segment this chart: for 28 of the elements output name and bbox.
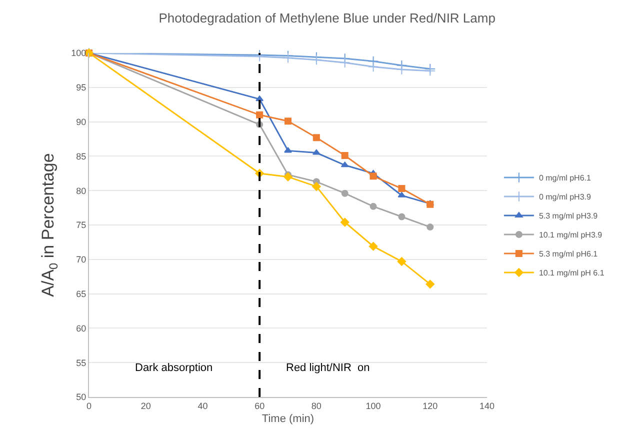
x-tick-label: 60 [254, 400, 265, 411]
legend-label: 0 mg/ml pH3.9 [538, 192, 592, 202]
annotation: Dark absorption [135, 362, 213, 374]
y-tick-label: 50 [76, 392, 86, 402]
y-tick-label: 90 [76, 116, 86, 127]
y-tick-label: 55 [76, 358, 86, 368]
x-tick-label: 0 [86, 400, 92, 411]
x-tick-label: 100 [366, 400, 381, 411]
x-tick-label: 20 [140, 400, 151, 411]
legend-label: 10.1 mg/ml pH 6.1 [538, 268, 605, 278]
y-tick-label: 85 [76, 151, 86, 162]
y-tick-label: 65 [76, 288, 86, 299]
y-tick-label: 80 [76, 186, 86, 196]
y-tick-label: 70 [76, 254, 86, 265]
x-axis-title: Time (min) [262, 413, 314, 425]
x-tick-label: 120 [422, 400, 438, 411]
y-tick-label: 75 [76, 220, 86, 230]
chart-title: Photodegradation of Methylene Blue under Red/NIR Lamp [158, 10, 496, 26]
legend-label: 0 mg/ml pH6.1 [538, 174, 592, 183]
y-tick-label: 95 [76, 82, 86, 93]
legend-label: 5.3 mg/ml pH3.9 [538, 212, 598, 221]
x-tick-label: 40 [198, 400, 208, 411]
y-tick-label: 60 [76, 323, 86, 334]
legend-label: 5.3 mg/ml pH6.1 [538, 250, 598, 259]
x-tick-label: 80 [311, 400, 322, 411]
x-tick-label: 140 [479, 400, 495, 411]
annotation: Red light/NIR on [286, 362, 370, 374]
legend-label: 10.1 mg/ml pH3.9 [538, 230, 603, 240]
